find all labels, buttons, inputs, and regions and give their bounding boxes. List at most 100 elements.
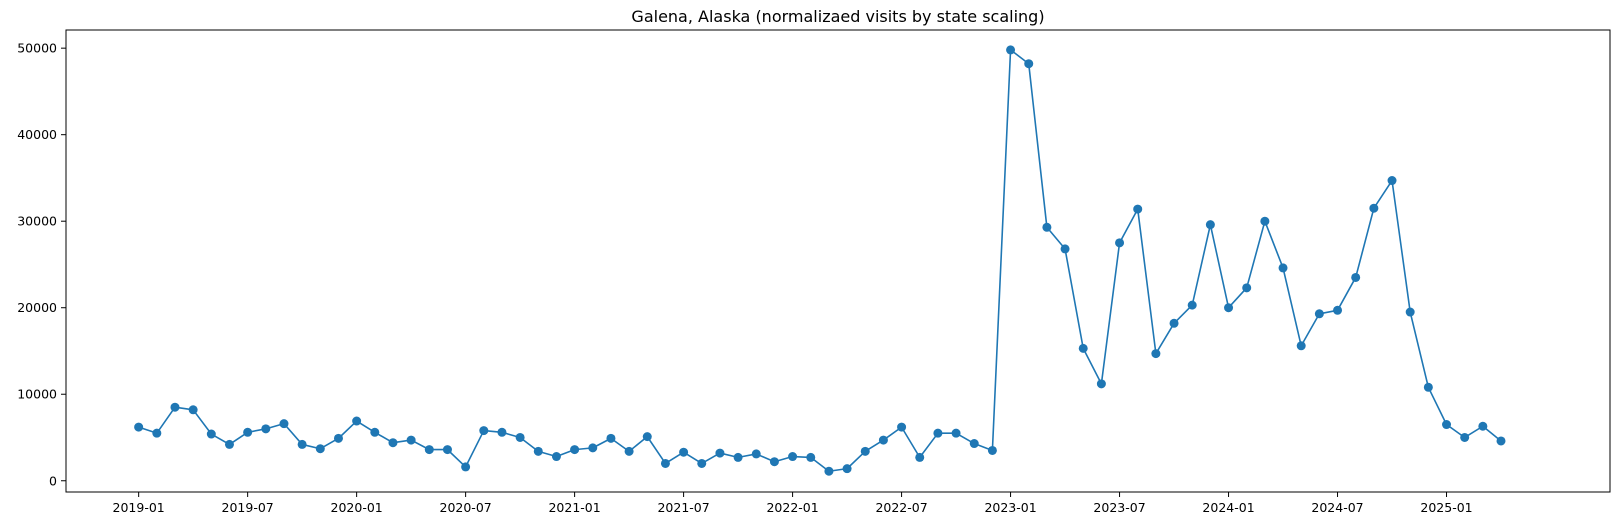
data-point (442, 445, 452, 455)
data-point (1314, 309, 1324, 319)
data-point (479, 426, 489, 436)
data-point (1333, 305, 1343, 315)
data-point (315, 444, 325, 454)
data-point (388, 438, 398, 448)
x-tick-label: 2024-01 (1202, 500, 1254, 515)
data-point (1423, 382, 1433, 392)
data-point (624, 446, 634, 456)
data-point (933, 428, 943, 438)
data-point (1405, 307, 1415, 317)
x-tick-label: 2023-07 (1093, 500, 1145, 515)
data-point (679, 447, 689, 457)
data-point (987, 445, 997, 455)
data-point (588, 443, 598, 453)
data-point (206, 429, 216, 439)
series-layer (134, 45, 1506, 476)
chart-title: Galena, Alaska (normalizaed visits by st… (631, 7, 1044, 26)
data-point (1478, 421, 1488, 431)
data-point (1151, 349, 1161, 359)
data-point (1351, 272, 1361, 282)
data-point (715, 448, 725, 458)
data-point (951, 428, 961, 438)
data-point (897, 422, 907, 432)
data-point (333, 433, 343, 443)
x-tick-label: 2021-01 (548, 500, 600, 515)
axes-layer: 2019-01 2019-07 2020-01 2020-07 2021-01 2021-… (17, 41, 1472, 515)
data-point (842, 464, 852, 474)
data-point (352, 416, 362, 426)
data-point (878, 435, 888, 445)
data-point (152, 428, 162, 438)
data-point (606, 433, 616, 443)
data-point (1042, 222, 1052, 232)
data-point (1460, 432, 1470, 442)
data-point (497, 427, 507, 437)
data-point (1024, 59, 1034, 69)
data-point (261, 424, 271, 434)
y-tick-label: 40000 (17, 127, 57, 142)
plot-frame (65, 29, 1611, 493)
x-tick-label: 2021-07 (657, 500, 709, 515)
x-tick-label: 2019-07 (222, 500, 274, 515)
data-point (243, 427, 253, 437)
x-tick-label: 2020-07 (440, 500, 492, 515)
data-point (1260, 216, 1270, 226)
data-point (279, 419, 289, 429)
x-tick-label: 2020-01 (331, 500, 383, 515)
data-point (915, 452, 925, 462)
data-point (1060, 244, 1070, 254)
y-tick-label: 30000 (17, 214, 57, 229)
data-point (1187, 300, 1197, 310)
data-point (1296, 341, 1306, 351)
data-point (424, 445, 434, 455)
y-tick-label: 50000 (17, 41, 57, 56)
data-point (370, 427, 380, 437)
data-point (1442, 420, 1452, 430)
data-point (461, 462, 471, 472)
data-point (224, 439, 234, 449)
data-point (1078, 343, 1088, 353)
data-point (406, 435, 416, 445)
data-point (860, 446, 870, 456)
data-point (515, 432, 525, 442)
data-point (533, 446, 543, 456)
x-tick-label: 2024-07 (1311, 500, 1363, 515)
y-tick-label: 10000 (17, 387, 57, 402)
data-point (1096, 379, 1106, 389)
data-point (1387, 176, 1397, 186)
data-point (733, 452, 743, 462)
data-point (551, 452, 561, 462)
data-point (751, 449, 761, 459)
data-point (1133, 204, 1143, 214)
x-tick-label: 2023-01 (984, 500, 1036, 515)
data-point (642, 432, 652, 442)
data-point (1205, 220, 1215, 230)
data-point (188, 405, 198, 415)
y-tick-label: 0 (49, 473, 57, 488)
data-point (1224, 303, 1234, 313)
data-point (769, 457, 779, 467)
data-point (134, 422, 144, 432)
data-point (697, 458, 707, 468)
data-point (570, 445, 580, 455)
x-tick-label: 2025-01 (1420, 500, 1472, 515)
x-tick-label: 2022-07 (875, 500, 927, 515)
data-point (1115, 238, 1125, 248)
series-line (138, 49, 1502, 473)
data-point (1369, 203, 1379, 213)
data-point (969, 439, 979, 449)
data-point (297, 439, 307, 449)
data-point (824, 466, 834, 476)
data-point (806, 452, 816, 462)
x-tick-label: 2019-01 (113, 500, 165, 515)
data-point (170, 402, 180, 412)
data-point (660, 458, 670, 468)
x-tick-label: 2022-01 (766, 500, 818, 515)
data-point (1496, 436, 1506, 446)
y-tick-label: 20000 (17, 300, 57, 315)
data-point (788, 452, 798, 462)
data-point (1242, 283, 1252, 293)
data-point (1169, 318, 1179, 328)
data-point (1278, 263, 1288, 273)
